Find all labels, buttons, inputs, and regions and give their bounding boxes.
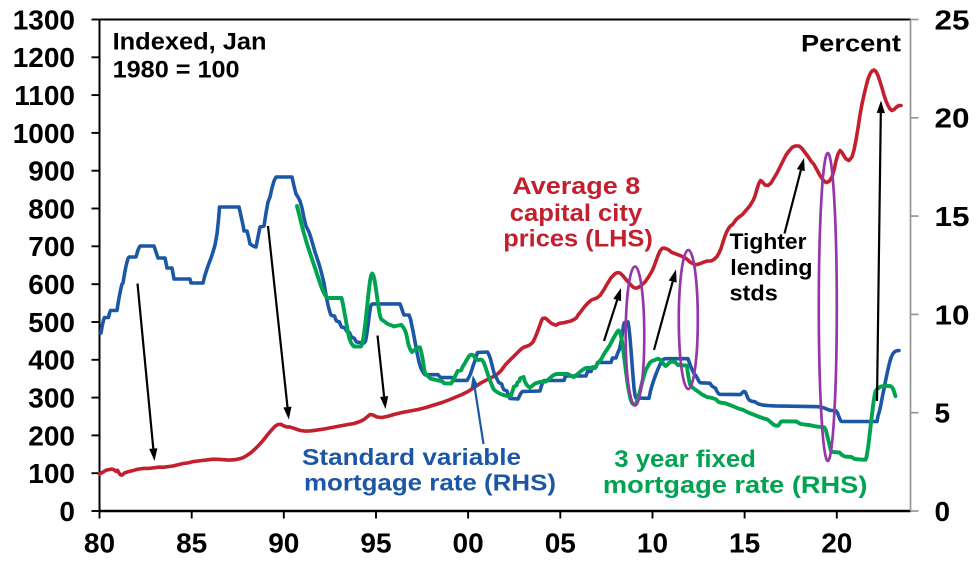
svg-text:5: 5: [935, 398, 951, 429]
svg-text:700: 700: [28, 231, 75, 262]
svg-text:25: 25: [935, 4, 970, 35]
svg-text:mortgage rate (RHS): mortgage rate (RHS): [304, 470, 556, 496]
svg-text:10: 10: [935, 299, 970, 330]
svg-text:Percent: Percent: [801, 31, 901, 58]
svg-text:Standard variable: Standard variable: [302, 444, 521, 470]
svg-text:400: 400: [28, 345, 75, 376]
svg-text:0: 0: [59, 496, 75, 527]
svg-text:80: 80: [84, 528, 115, 559]
svg-text:3 year fixed: 3 year fixed: [614, 446, 756, 473]
svg-text:stds: stds: [730, 280, 778, 305]
svg-text:20: 20: [821, 528, 852, 559]
svg-text:15: 15: [729, 528, 760, 559]
svg-text:85: 85: [176, 528, 207, 559]
svg-text:800: 800: [28, 193, 75, 224]
svg-text:Tighter: Tighter: [730, 229, 807, 254]
svg-text:500: 500: [28, 307, 75, 338]
svg-text:capital city: capital city: [510, 200, 643, 227]
svg-text:100: 100: [28, 458, 75, 489]
svg-text:Average 8: Average 8: [512, 173, 640, 200]
svg-text:prices (LHS): prices (LHS): [503, 225, 653, 252]
svg-text:00: 00: [453, 528, 484, 559]
svg-text:1100: 1100: [14, 80, 75, 111]
svg-text:200: 200: [28, 420, 75, 451]
svg-text:lending: lending: [730, 255, 812, 280]
svg-text:1980 = 100: 1980 = 100: [113, 56, 240, 83]
svg-text:mortgage rate (RHS): mortgage rate (RHS): [603, 472, 868, 499]
svg-text:15: 15: [935, 201, 970, 232]
svg-text:10: 10: [637, 528, 668, 559]
svg-text:Indexed, Jan: Indexed, Jan: [113, 29, 267, 56]
svg-text:900: 900: [28, 156, 75, 187]
svg-text:90: 90: [268, 528, 299, 559]
svg-text:0: 0: [935, 496, 951, 527]
svg-text:1000: 1000: [13, 118, 75, 149]
svg-text:20: 20: [935, 103, 970, 134]
svg-text:600: 600: [28, 269, 75, 300]
svg-text:1200: 1200: [13, 42, 75, 73]
svg-text:1300: 1300: [13, 4, 75, 35]
svg-text:300: 300: [28, 383, 75, 414]
svg-text:95: 95: [360, 528, 391, 559]
svg-text:05: 05: [545, 528, 576, 559]
